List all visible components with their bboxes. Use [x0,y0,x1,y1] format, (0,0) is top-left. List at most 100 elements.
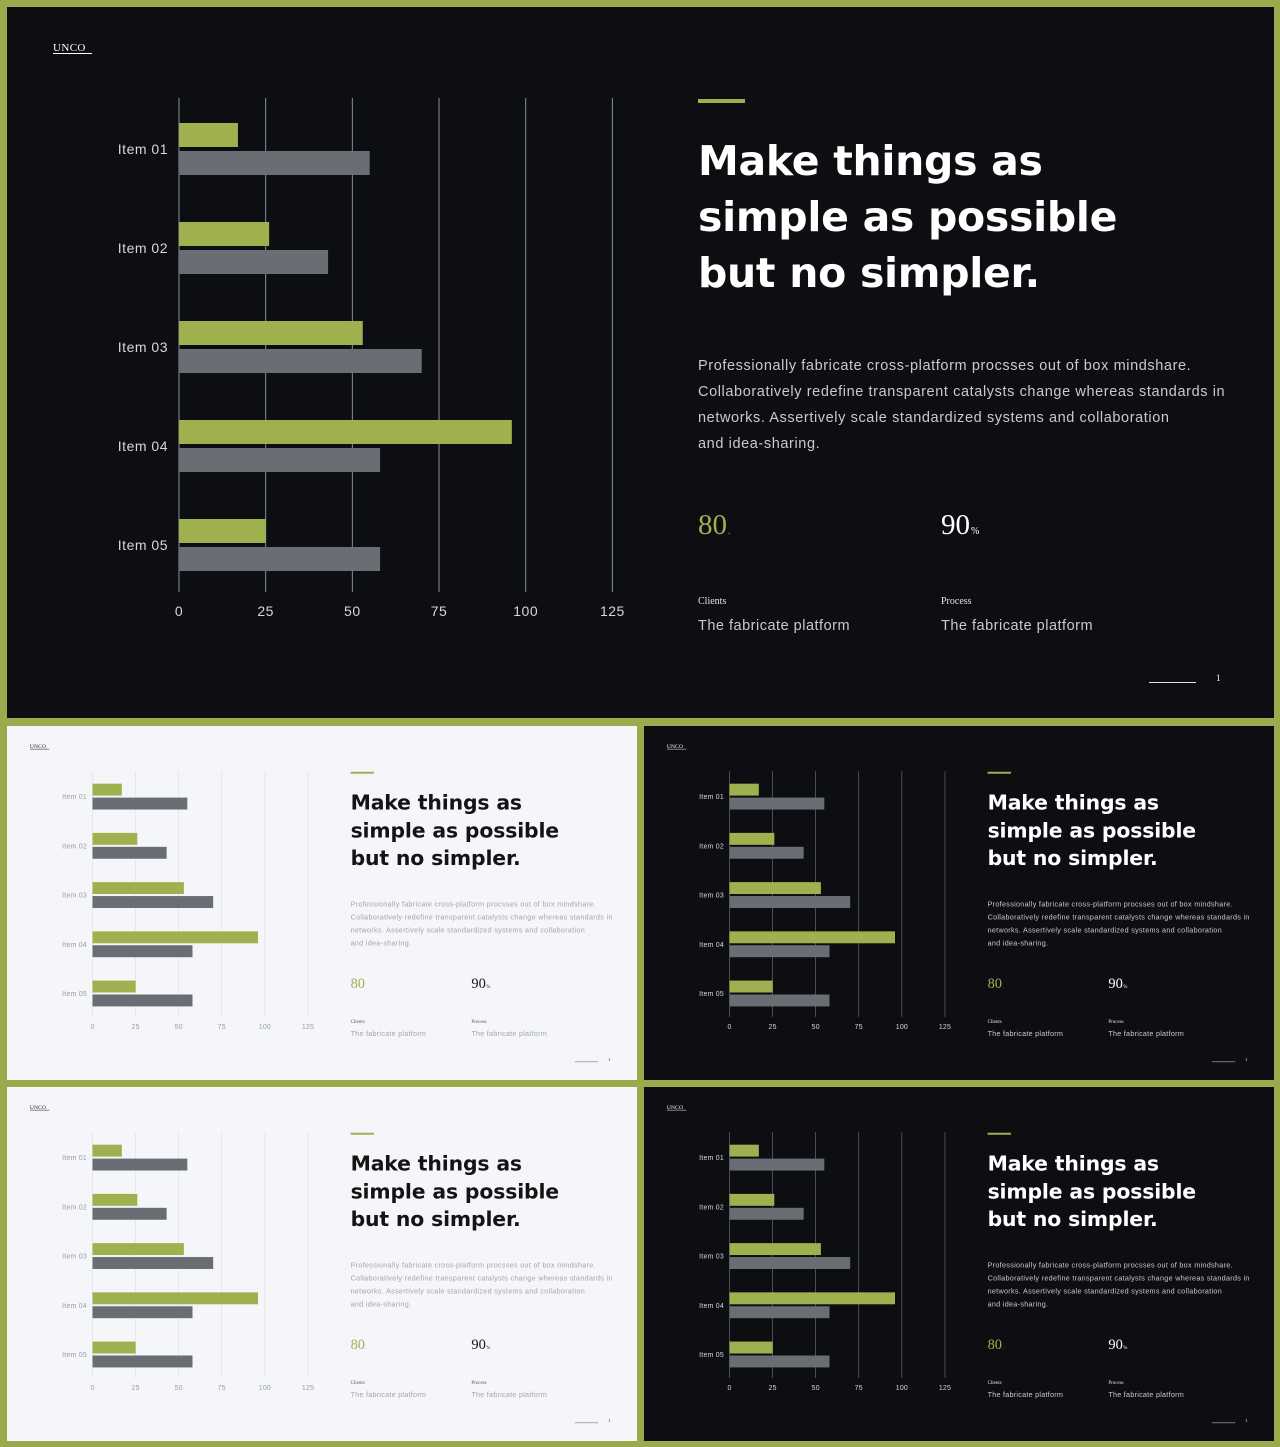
slide-thumb-light-1[interactable]: UNCO 0 25 50 75 100 125 Item 01 Item 02 Item 03 I… [7,726,637,1080]
bar-chart: 0 25 50 75 100 125 Item 01 Item 02 Item 03 Item 0… [62,1132,314,1392]
body-line: and idea-sharing. [698,436,821,452]
headline-line: simple as possible [350,818,560,843]
headline-line: simple as possible [350,1179,560,1204]
x-tick-label: 100 [896,1024,908,1031]
headline-line: but no simpler. [987,846,1158,871]
page-number: 1 [608,1057,611,1063]
slide-content: UNCO 0 25 50 75 100 125 Item 01 Item 02 Item 03 I… [644,1087,1274,1441]
bar-series-1 [179,420,512,444]
bar-series-1 [92,931,259,944]
category-label: Item 02 [62,1204,87,1211]
stat-description: The fabricate platform [471,1029,547,1038]
bar-series-2 [729,994,830,1007]
stat-value: 80. [351,975,465,996]
category-label: Item 04 [699,942,724,949]
slide-thumb-dark-2[interactable]: UNCO 0 25 50 75 100 125 Item 01 Item 02 Item 03 I… [644,1087,1274,1441]
stat-value: 80. [988,975,1102,996]
body-line: and idea-sharing. [350,939,412,948]
x-tick-label: 50 [175,1024,183,1031]
body-line: Collaboratively redefine transparent cat… [698,384,1226,400]
stat-description: The fabricate platform [987,1390,1064,1399]
stat-clients: 80. Clients The fabricate platform [351,1336,465,1399]
stat-value: 90% [1108,1336,1222,1357]
bar-chart: 0 25 50 75 100 125 Item 01 Item 02 Item 03 Item 0… [699,1132,951,1392]
x-tick-label: 100 [896,1385,908,1392]
bar-series-1 [729,1144,759,1157]
stat-label: Clients [987,1379,1002,1386]
bar-series-2 [92,1306,193,1319]
bar-series-1 [179,123,238,147]
bar-series-1 [92,1292,259,1305]
stat-number: 90 [1108,975,1123,992]
stat-label: Clients [987,1018,1002,1025]
stat-unit: . [365,1345,367,1351]
bar-series-1 [179,222,270,246]
stat-label: Process [1108,1018,1124,1025]
slide-thumb-light-2[interactable]: UNCO 0 25 50 75 100 125 Item 01 Item 02 Item 03 I… [7,1087,637,1441]
x-tick-label: 75 [218,1385,226,1392]
x-tick-label: 100 [259,1385,271,1392]
bar-series-1 [92,980,136,993]
accent-bar [350,771,374,774]
bar-series-1 [729,980,773,993]
bar-series-2 [729,945,830,958]
x-tick-label: 125 [939,1024,951,1031]
stat-value: 90% [1108,975,1222,996]
x-tick-label: 50 [344,603,361,619]
category-label: Item 01 [62,1155,87,1162]
body-line: and idea-sharing. [987,1300,1049,1309]
bar-series-2 [92,1207,167,1220]
slide-main-dark[interactable]: UNCO 0 25 50 75 100 125 Item 01 Item 02 Item 03 I… [7,7,1274,718]
headline-line: simple as possible [698,193,1118,241]
headline: Make things as simple as possible but no… [698,133,1218,301]
bar-series-2 [729,896,851,908]
slide-thumb-dark-1[interactable]: UNCO 0 25 50 75 100 125 Item 01 Item 02 Item 03 I… [644,726,1274,1080]
category-label: Item 03 [699,893,724,900]
stat-unit: . [365,984,367,990]
x-tick-label: 0 [175,603,183,619]
x-tick-label: 25 [131,1385,139,1392]
body-line: Collaboratively redefine transparent cat… [350,1274,613,1283]
bar-series-2 [92,896,214,908]
category-label: Item 04 [62,1303,87,1310]
bar-series-2 [92,1355,193,1368]
body-line: Professionally fabricate cross-platform … [698,358,1192,374]
headline-line: Make things as [350,790,523,815]
bar-series-2 [179,547,381,571]
stat-description: The fabricate platform [1108,1029,1184,1038]
headline-line: but no simpler. [350,846,521,871]
stat-value: 90% [471,1336,585,1357]
stat-description: The fabricate platform [471,1390,547,1399]
headline-line: but no simpler. [698,249,1040,297]
body-line: Collaboratively redefine transparent cat… [987,913,1250,922]
stat-label: Process [1108,1379,1124,1386]
bar-series-1 [729,1193,775,1206]
stat-value: 80. [698,507,928,550]
bar-series-2 [729,1306,830,1319]
bar-series-1 [179,519,266,543]
stat-unit: % [486,984,491,990]
stat-value: 90% [471,975,585,996]
bar-series-1 [729,931,896,944]
stat-clients: 80. Clients The fabricate platform [988,1336,1102,1399]
brand-underline [53,53,92,54]
body-line: networks. Assertively scale standardized… [987,1287,1223,1296]
category-label: Item 01 [118,141,168,157]
category-label: Item 01 [699,794,724,801]
bar-series-1 [92,1341,136,1354]
x-tick-label: 25 [768,1385,776,1392]
stat-description: The fabricate platform [1108,1390,1184,1399]
stat-number: 80 [350,975,365,992]
stat-unit: % [1123,984,1128,990]
stat-unit: . [728,526,731,537]
stat-description: The fabricate platform [941,618,1094,634]
bar-series-1 [92,882,184,895]
x-tick-label: 25 [257,603,274,619]
bar-series-1 [92,1193,138,1206]
category-label: Item 05 [62,1352,87,1359]
headline: Make things as simple as possible but no… [351,1150,610,1234]
stat-unit: . [1002,984,1004,990]
slide-content: UNCO 0 25 50 75 100 125 Item 01 Item 02 Item 03 I… [644,726,1274,1080]
bar-series-2 [179,250,329,274]
accent-bar [987,1132,1011,1135]
